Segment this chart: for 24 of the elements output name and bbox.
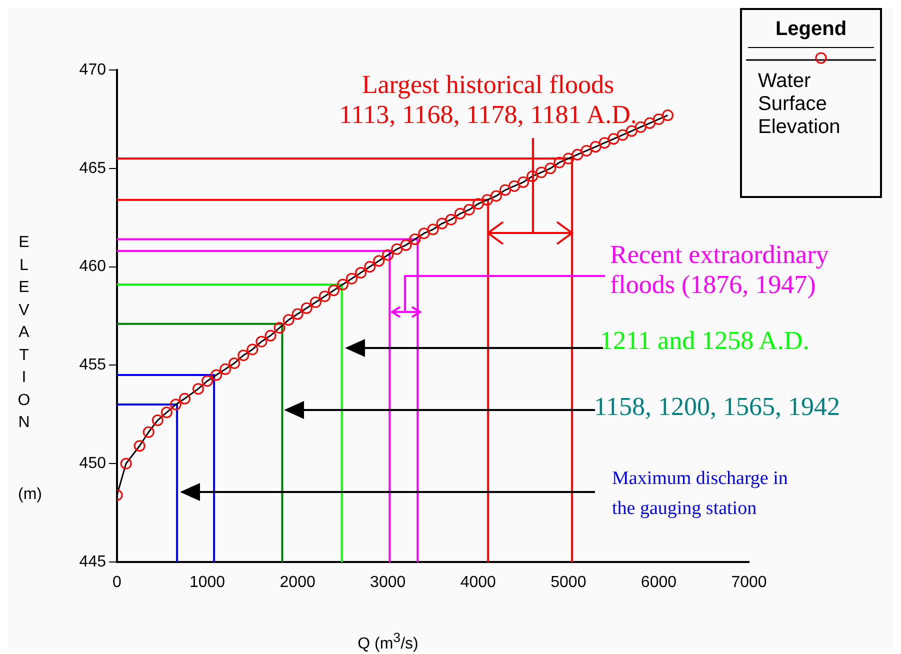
x-tick-label: 1000	[189, 574, 226, 592]
x-tick-label: 7000	[731, 574, 767, 592]
y-tick-label: 460	[79, 258, 106, 276]
x-axis-title: Q (m$^{3}$/s)	[356, 630, 420, 654]
y-tick-label: 445	[79, 553, 106, 570]
text: ELEVATION	[18, 234, 30, 431]
x-tick-label: 3000	[370, 574, 406, 592]
y-tick-label: 450	[79, 455, 106, 472]
annotation: Largest historical floods 1113, 1168, 1178, 1181 A.D.	[338, 70, 638, 130]
legend-label: Water Surface Elevation	[758, 70, 842, 139]
annotation: 1211 and 1258 A.D.	[600, 326, 810, 356]
x-tick-label: 4000	[460, 574, 496, 592]
y-tick-label: 455	[79, 356, 106, 374]
annotation: Recent extraordinary floods (1876, 1947)	[610, 240, 829, 300]
annotation: 1158, 1200, 1565, 1942	[594, 392, 840, 422]
annotation: Maximum discharge in the gauging station	[612, 467, 788, 522]
x-tick-label: 2000	[280, 574, 316, 592]
y-tick-label: 465	[79, 160, 106, 177]
x-tick-label: 5000	[550, 574, 586, 592]
x-tick-label: 0	[112, 574, 122, 592]
text: (m)	[18, 486, 42, 504]
x-tick-label: 6000	[640, 574, 677, 592]
y-tick-label: 470	[79, 61, 106, 78]
legend-title: Legend	[748, 18, 874, 48]
